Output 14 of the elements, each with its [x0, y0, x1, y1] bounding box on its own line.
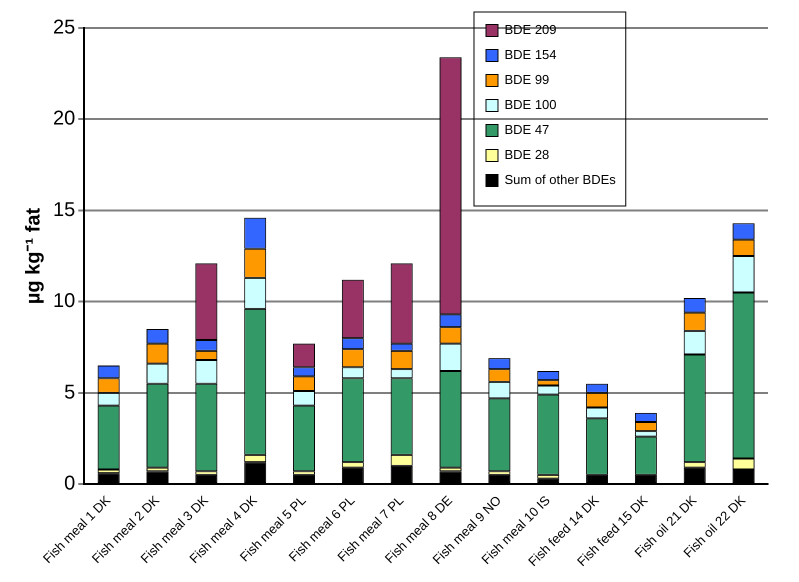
legend-label: BDE 28: [504, 147, 550, 162]
legend-label: BDE 100: [504, 97, 557, 112]
y-axis-title: µg kg⁻¹ fat: [22, 208, 45, 304]
legend-label: BDE 47: [504, 122, 550, 138]
y-tick-label: 5: [64, 381, 76, 404]
legend-label: BDE 154: [504, 47, 557, 62]
y-tick-label: 10: [52, 290, 76, 312]
y-tick-label: 15: [52, 198, 76, 221]
legend-label: Sum of other BDEs: [504, 172, 616, 188]
y-tick-label: 20: [52, 108, 76, 130]
legend-label: BDE 99: [504, 72, 550, 88]
y-tick-label: 25: [52, 16, 76, 39]
legend-label: BDE 209: [504, 22, 557, 38]
y-tick-label: 0: [64, 472, 76, 495]
